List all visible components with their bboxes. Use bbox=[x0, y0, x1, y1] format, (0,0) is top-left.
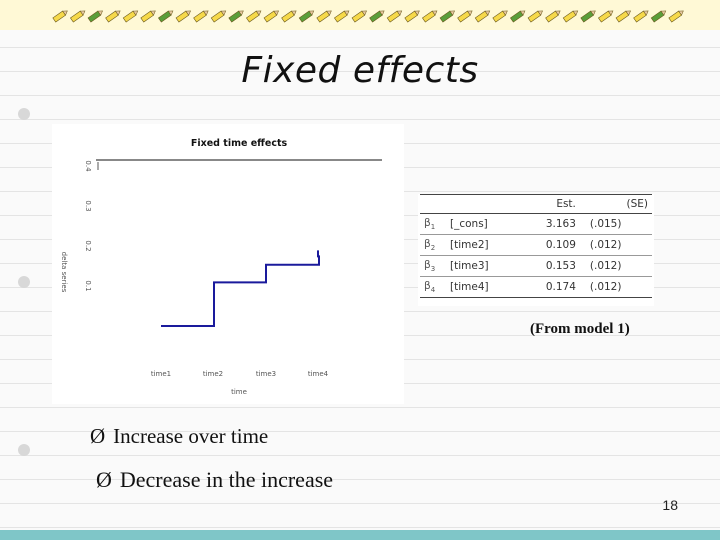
table-row: β1 [_cons] 3.163 (.015) bbox=[420, 213, 652, 236]
pencil-border bbox=[52, 10, 684, 23]
pencil-icon bbox=[87, 10, 103, 23]
pencil-icon bbox=[175, 10, 191, 23]
y-tick-label: 0.2 bbox=[84, 240, 92, 251]
table-header-row: Est. (SE) bbox=[420, 194, 652, 214]
estimates-table: Est. (SE) β1 [_cons] 3.163 (.015) β2 [time2] 0… bbox=[420, 194, 652, 299]
step-series-line bbox=[161, 250, 320, 327]
beta-cell: β1 bbox=[420, 213, 446, 236]
ring-hole bbox=[18, 276, 30, 288]
bullet-text: Increase over time bbox=[113, 424, 269, 448]
pencil-icon bbox=[492, 10, 508, 23]
pencil-icon bbox=[545, 10, 561, 23]
pencil-icon bbox=[52, 10, 68, 23]
series bbox=[161, 250, 320, 327]
pencil-icon bbox=[422, 10, 438, 23]
pencil-icon bbox=[246, 10, 262, 23]
pencil-icon bbox=[633, 10, 649, 23]
pencil-icon bbox=[70, 10, 86, 23]
pencil-icon bbox=[510, 10, 526, 23]
x-tick-label: time3 bbox=[256, 370, 276, 378]
x-axis: time1 time2 time3 time4 bbox=[151, 370, 329, 378]
table-row: β4 [time4] 0.174 (.012) bbox=[420, 276, 652, 299]
pencil-icon bbox=[193, 10, 209, 23]
pencil-icon bbox=[527, 10, 543, 23]
step-chart: Fixed time effects 0.10.20.30.4 time1 tim… bbox=[60, 138, 382, 396]
bullet-item: Ø Decrease in the increase bbox=[96, 467, 333, 493]
pencil-icon bbox=[140, 10, 156, 23]
y-axis: 0.1 0.2 0.3 0.4 bbox=[84, 160, 99, 292]
beta-cell: β4 bbox=[420, 276, 446, 299]
table-row: β3 [time3] 0.153 (.012) bbox=[420, 255, 652, 278]
se-cell: (.012) bbox=[579, 276, 652, 299]
pencil-icon bbox=[580, 10, 596, 23]
estimate-cell: 0.153 bbox=[519, 255, 580, 278]
table-body: β1 [_cons] 3.163 (.015) β2 [time2] 0.109 (.012)… bbox=[420, 213, 652, 299]
pencil-icon bbox=[650, 10, 667, 23]
pencil-icon bbox=[281, 10, 297, 23]
estimate-cell: 3.163 bbox=[519, 213, 580, 236]
pencil-icon bbox=[334, 10, 350, 23]
bullet-text: Decrease in the increase bbox=[119, 467, 334, 492]
slide-title: Fixed effects bbox=[241, 50, 479, 91]
pencil-icon bbox=[158, 10, 174, 23]
pencil-icon bbox=[210, 10, 227, 23]
header-cell bbox=[420, 194, 446, 214]
pencil-icon bbox=[105, 10, 121, 23]
ring-hole bbox=[18, 444, 30, 456]
estimates-panel: Est. (SE) β1 [_cons] 3.163 (.015) β2 [time2] 0… bbox=[418, 194, 654, 306]
x-tick-label: time1 bbox=[151, 370, 171, 378]
y-tick-label: 0.4 bbox=[84, 160, 92, 172]
pencil-icon bbox=[351, 10, 367, 23]
x-tick-label: time2 bbox=[203, 370, 223, 378]
header-est: Est. bbox=[519, 194, 580, 214]
pencil-icon bbox=[457, 10, 473, 23]
arrow-bullet-icon: Ø bbox=[96, 467, 112, 492]
y-axis-label: delta series bbox=[60, 252, 68, 293]
term-cell: [_cons] bbox=[446, 213, 520, 236]
se-cell: (.015) bbox=[579, 213, 652, 236]
bullet-item: Ø Increase over time bbox=[90, 424, 268, 449]
pencil-icon bbox=[298, 10, 315, 23]
term-cell: [time4] bbox=[446, 276, 520, 299]
header-se: (SE) bbox=[579, 194, 652, 214]
term-cell: [time3] bbox=[446, 255, 520, 278]
pencil-icon bbox=[474, 10, 491, 23]
chart-panel: Fixed time effects 0.1 0.2 0.3 0.4 time1 tim… bbox=[52, 124, 404, 404]
ring-hole bbox=[18, 108, 30, 120]
estimate-cell: 0.109 bbox=[519, 234, 580, 257]
y-tick-label: 0.1 bbox=[84, 280, 92, 291]
term-cell: [time2] bbox=[446, 234, 520, 257]
pencil-icon bbox=[668, 10, 684, 23]
header-cell bbox=[446, 194, 520, 214]
se-cell: (.012) bbox=[579, 234, 652, 257]
pencil-icon bbox=[404, 10, 420, 23]
pencil-icon bbox=[598, 10, 614, 23]
pencil-icon bbox=[439, 10, 455, 23]
page-number: 18 bbox=[662, 497, 678, 513]
se-cell: (.012) bbox=[579, 255, 652, 278]
beta-cell: β2 bbox=[420, 234, 446, 257]
pencil-icon bbox=[122, 10, 139, 23]
arrow-bullet-icon: Ø bbox=[90, 424, 106, 448]
pencil-icon bbox=[369, 10, 385, 23]
pencil-icon bbox=[615, 10, 631, 23]
x-tick-label: time4 bbox=[308, 370, 329, 378]
table-row: β2 [time2] 0.109 (.012) bbox=[420, 234, 652, 257]
estimate-cell: 0.174 bbox=[519, 276, 580, 299]
pencil-icon bbox=[228, 10, 244, 23]
pencil-icon bbox=[263, 10, 279, 23]
pencil-icon bbox=[316, 10, 332, 23]
model-note: (From model 1) bbox=[530, 321, 630, 337]
chart-title: Fixed time effects bbox=[191, 138, 288, 149]
pencil-icon bbox=[386, 10, 403, 23]
x-axis-label: time bbox=[231, 388, 247, 396]
beta-cell: β3 bbox=[420, 255, 446, 278]
y-tick-label: 0.3 bbox=[84, 200, 92, 211]
bottom-band bbox=[0, 530, 720, 540]
pencil-icon bbox=[562, 10, 579, 23]
